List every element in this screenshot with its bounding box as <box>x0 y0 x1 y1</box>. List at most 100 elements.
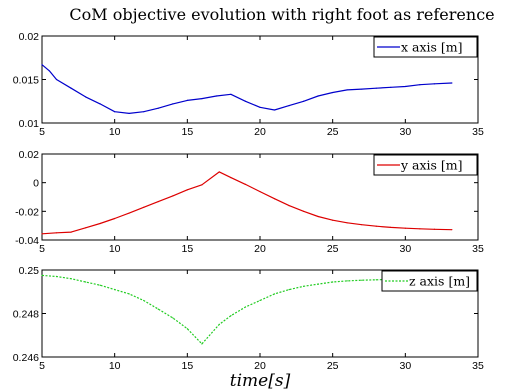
data-point <box>346 280 348 282</box>
data-point <box>55 232 58 234</box>
legend-label: z axis [m] <box>409 274 470 289</box>
x-tick-label: 15 <box>181 360 193 372</box>
data-point <box>215 95 217 97</box>
x-tick-label: 30 <box>399 243 411 255</box>
data-point <box>332 219 334 221</box>
data-point <box>41 274 43 277</box>
data-point <box>143 206 145 208</box>
x-tick-label: 5 <box>39 360 45 372</box>
data-point <box>99 222 101 225</box>
data-point <box>230 93 232 95</box>
data-point <box>186 189 188 191</box>
legend: z axis [m] <box>381 270 478 292</box>
data-point <box>85 96 87 98</box>
data-point <box>143 111 145 113</box>
data-point <box>404 227 406 229</box>
x-tick-label: 35 <box>472 243 484 255</box>
data-point <box>114 288 116 291</box>
data-point <box>361 224 363 226</box>
data-point <box>55 275 58 278</box>
x-tick-label: 5 <box>39 126 45 138</box>
x-tick-label: 35 <box>472 126 484 138</box>
data-point <box>41 233 43 235</box>
legend-box <box>373 154 478 176</box>
figure-title: CoM objective evolution with right foot … <box>69 5 494 24</box>
y-tick-label: 0 <box>33 178 39 190</box>
x-tick-label: 25 <box>327 126 339 138</box>
y-tick-label: 0.248 <box>13 309 39 321</box>
data-point <box>244 306 247 308</box>
x-tick-label: 25 <box>327 243 339 255</box>
data-point <box>230 315 232 317</box>
x-tick-label: 10 <box>109 243 121 255</box>
data-point <box>70 231 72 233</box>
x-tick-label: 30 <box>399 126 411 138</box>
data-point <box>201 184 203 186</box>
data-point <box>419 84 421 86</box>
y-tick-label: 0.02 <box>19 149 40 161</box>
data-point <box>346 89 348 91</box>
subplots: 0.01 0.015 0.02 5 10 15 20 25 30 35 x axis [m] -0.0… <box>13 31 484 372</box>
subplot-3: 0.246 0.248 0.25 5 10 15 20 25 30 35 z axis [m] <box>13 265 484 372</box>
data-point <box>433 83 435 85</box>
data-point <box>48 70 50 72</box>
data-point <box>55 78 58 81</box>
data-point <box>201 98 203 100</box>
data-point <box>361 279 363 281</box>
legend-box <box>381 270 478 292</box>
series-line <box>41 171 452 235</box>
legend-label: y axis [m] <box>400 158 463 173</box>
data-point <box>41 64 43 66</box>
data-point <box>332 91 334 94</box>
data-point <box>114 217 116 220</box>
subplot-2: -0.04 -0.02 0 0.02 5 10 15 20 25 30 35 y axis [m] <box>15 149 484 255</box>
data-point <box>419 228 421 230</box>
x-tick-label: 15 <box>181 243 193 255</box>
y-tick-label: 0.02 <box>19 31 40 43</box>
legend: x axis [m] <box>373 36 478 58</box>
data-point <box>218 323 220 325</box>
data-point <box>288 205 290 207</box>
data-point <box>157 308 159 310</box>
data-point <box>244 100 247 102</box>
data-point <box>114 111 116 113</box>
data-point <box>273 293 276 295</box>
data-point <box>157 107 159 109</box>
data-point <box>273 109 276 111</box>
data-point <box>451 82 453 84</box>
data-point <box>85 281 87 283</box>
data-point <box>85 227 87 229</box>
x-tick-label: 10 <box>109 360 121 372</box>
data-point <box>303 285 305 287</box>
y-tick-label: -0.02 <box>15 206 39 218</box>
data-point <box>375 279 377 281</box>
data-point <box>273 198 276 200</box>
data-point <box>361 88 363 90</box>
x-tick-label: 20 <box>254 360 266 372</box>
data-point <box>332 281 334 283</box>
data-point <box>70 87 72 89</box>
legend-box <box>373 36 478 58</box>
y-tick-label: -0.04 <box>15 235 39 247</box>
y-tick-label: 0.25 <box>19 265 40 277</box>
data-point <box>346 222 348 224</box>
x-tick-label: 10 <box>109 126 121 138</box>
data-point <box>390 226 392 228</box>
data-point <box>303 210 305 212</box>
data-point <box>230 177 232 179</box>
data-point <box>172 103 174 105</box>
x-tick-label: 20 <box>254 243 266 255</box>
data-point <box>186 99 188 101</box>
data-point <box>288 288 290 291</box>
data-point <box>433 228 435 230</box>
data-point <box>218 171 220 173</box>
data-point <box>128 293 130 295</box>
x-tick-label: 20 <box>254 126 266 138</box>
data-point <box>317 95 319 97</box>
x-tick-label: 5 <box>39 243 45 255</box>
x-tick-label: 30 <box>399 360 411 372</box>
data-point <box>259 106 261 108</box>
data-point <box>172 317 174 319</box>
data-point <box>128 212 130 214</box>
